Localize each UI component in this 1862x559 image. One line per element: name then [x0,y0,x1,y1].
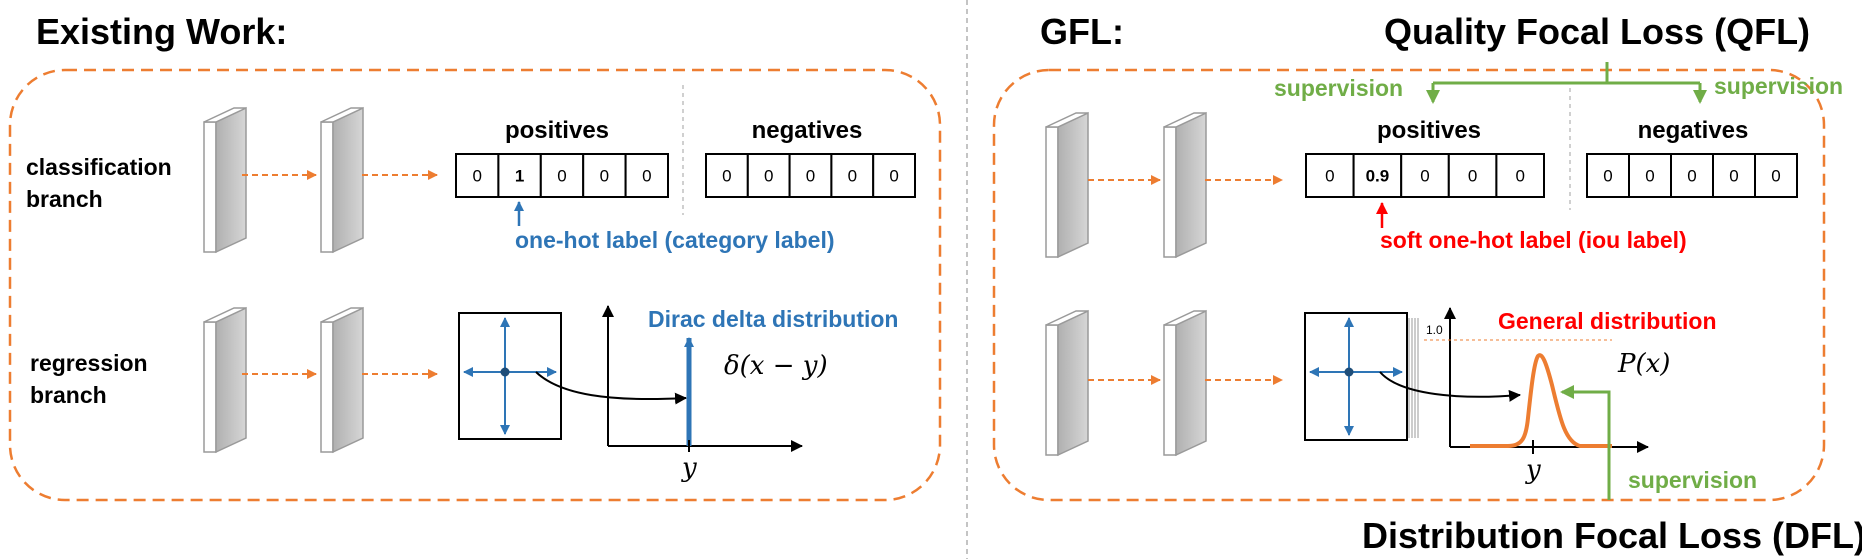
svg-text:0: 0 [557,167,566,186]
label-cell: 0 [1400,153,1450,198]
svg-text:0: 0 [722,167,731,186]
feature-map-panel [320,106,364,254]
general-distribution-curve [1470,353,1612,448]
svg-text:0: 0 [1771,167,1780,186]
svg-text:0: 0 [1515,167,1524,186]
negatives-label-vector: 0 0 0 0 0 [705,153,917,198]
left-dashed-frame [8,68,942,502]
negatives-label-vector: 0 0 0 0 0 [1586,153,1798,198]
axis-y-label: y [681,453,697,483]
negatives-header: negatives [752,117,863,144]
dirac-distribution-title: Dirac delta distribution [648,306,898,332]
right-title: GFL: [1040,11,1124,52]
dirac-plot-axes [602,305,803,452]
label-cell: 0 [1586,153,1630,198]
soft-label-annotation: soft one-hot label (iou label) [1380,227,1687,253]
label-cell: 0 [1712,153,1756,198]
label-cell: 0.9 [1352,153,1403,198]
curved-arrow [1379,371,1521,402]
svg-text:0: 0 [1603,167,1612,186]
svg-text:0.9: 0.9 [1366,167,1390,186]
axis-y-label: y [1525,455,1541,485]
svg-text:0: 0 [600,167,609,186]
classification-branch-label: classification branch [26,154,178,212]
svg-text:0: 0 [1645,167,1654,186]
feature-map-panel [1163,111,1207,259]
supervision-label-left: supervision [1274,75,1403,101]
label-cell: 0 [1670,153,1714,198]
feature-map-panel [203,306,247,454]
label-cell: 1 [497,153,542,198]
general-distribution-title: General distribution [1498,308,1717,334]
positives-soft-label-vector: 0 0.9 0 0 0 [1305,153,1546,198]
label-cell: 0 [705,153,749,198]
label-cell: 0 [455,153,500,198]
bbox-regression-box [458,312,562,440]
dfl-title: Distribution Focal Loss (DFL) [1362,515,1862,556]
feature-map-panel [1045,111,1089,259]
svg-text:0: 0 [1325,167,1334,186]
label-cell: 0 [539,153,585,198]
positives-header: positives [1377,117,1481,144]
feature-map-panel [320,306,364,454]
feature-map-panel [203,106,247,254]
label-cell: 0 [830,153,875,198]
svg-text:0: 0 [1468,167,1477,186]
label-cell: 0 [746,153,791,198]
svg-text:0: 0 [472,167,481,186]
qfl-supervision-arrows [1426,62,1707,104]
svg-text:0: 0 [1687,167,1696,186]
label-cell: 0 [1447,153,1498,198]
svg-text:1: 1 [515,167,524,186]
regression-branch-label: regression branch [30,350,154,408]
svg-text:0: 0 [642,167,651,186]
label-cell: 0 [1305,153,1355,198]
svg-text:0: 0 [1420,167,1429,186]
positives-header: positives [505,117,609,144]
feature-map-panel [1163,309,1207,457]
label-cell: 0 [1754,153,1798,198]
curved-arrow [535,371,687,405]
label-cell: 0 [582,153,627,198]
qfl-title: Quality Focal Loss (QFL) [1384,11,1810,52]
tick-label-1-0: 1.0 [1426,323,1443,337]
distribution-formula: P(x) [1617,349,1670,379]
svg-text:0: 0 [889,167,898,186]
label-cell: 0 [788,153,833,198]
svg-text:0: 0 [1729,167,1738,186]
label-cell: 0 [872,153,917,198]
bbox-regression-box [1304,312,1419,441]
label-cell: 0 [1495,153,1546,198]
label-cell: 0 [624,153,669,198]
svg-text:0: 0 [848,167,857,186]
svg-text:0: 0 [764,167,773,186]
label-cell: 0 [1628,153,1672,198]
feature-map-panel [1045,309,1089,457]
dirac-formula: δ(x − y) [724,351,828,381]
svg-text:0: 0 [806,167,815,186]
supervision-label-bottom: supervision [1628,467,1757,493]
one-hot-label-annotation: one-hot label (category label) [515,227,835,253]
positives-label-vector: 0 1 0 0 0 [455,153,669,198]
negatives-header: negatives [1638,117,1749,144]
supervision-label-right: supervision [1714,73,1843,99]
dfl-supervision-arrow [1560,385,1611,500]
left-title: Existing Work: [36,11,287,52]
